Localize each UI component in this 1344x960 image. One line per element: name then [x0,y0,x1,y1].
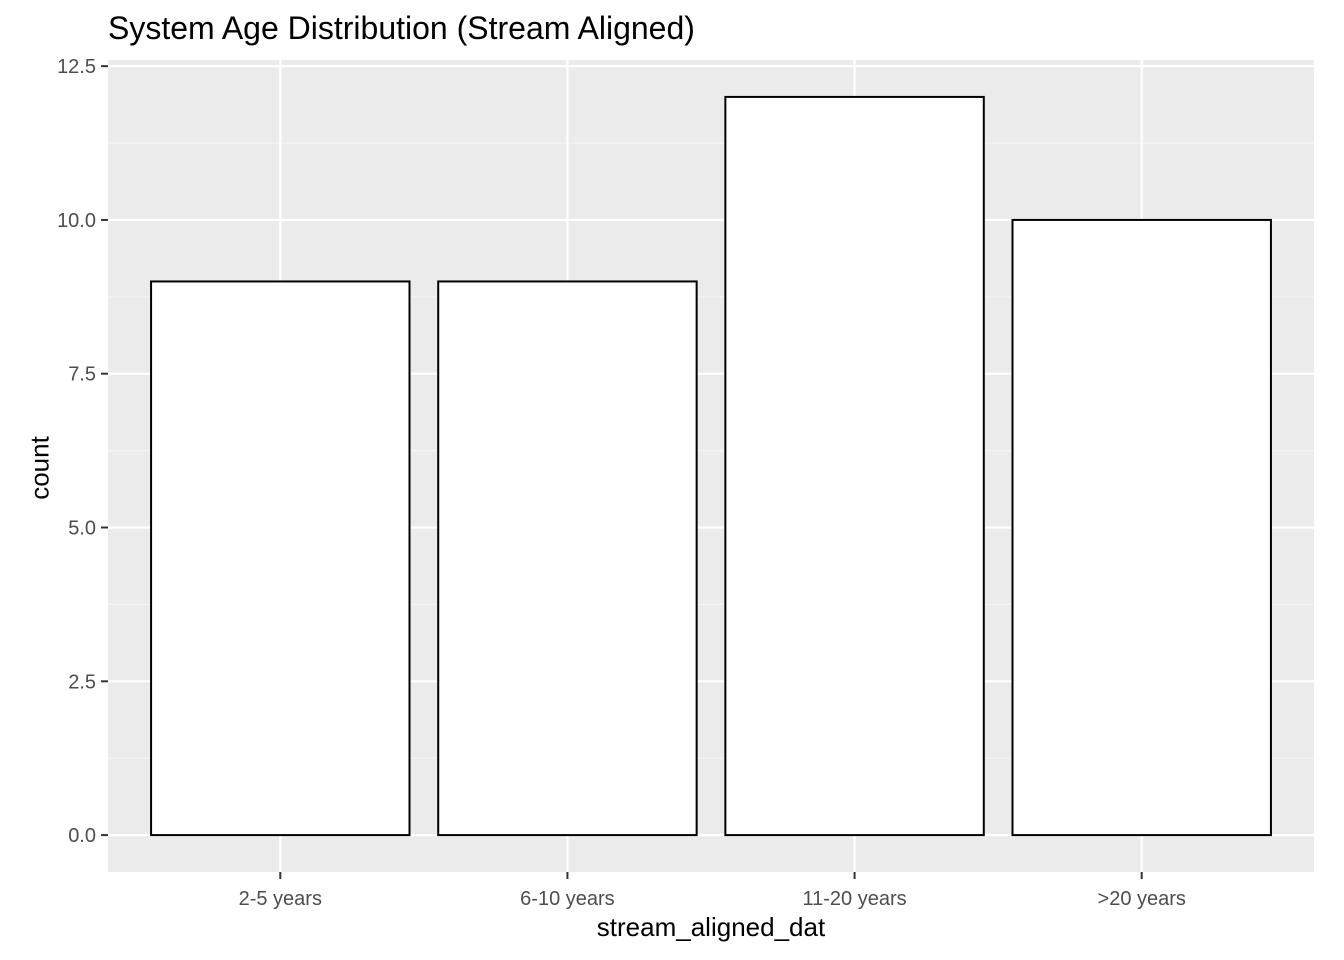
y-tick-label: 0.0 [68,825,96,847]
chart-title: System Age Distribution (Stream Aligned) [108,10,695,46]
y-tick-label: 10.0 [57,210,96,232]
y-tick-label: 2.5 [68,671,96,693]
x-tick-label: >20 years [1098,888,1186,910]
y-tick-label: 7.5 [68,364,96,386]
bar-4 [1011,218,1272,837]
x-tick-label: 11-20 years [803,888,907,910]
y-axis-title: count [24,436,55,500]
bar-1 [150,280,411,837]
bar-2 [437,280,698,837]
x-tick-label: 6-10 years [520,888,615,910]
y-tick-label: 5.0 [68,518,96,540]
x-axis-title: stream_aligned_dat [596,912,826,942]
x-tick-label: 2-5 years [239,888,322,910]
y-tick-label: 12.5 [57,56,96,78]
bar-3 [724,95,985,837]
